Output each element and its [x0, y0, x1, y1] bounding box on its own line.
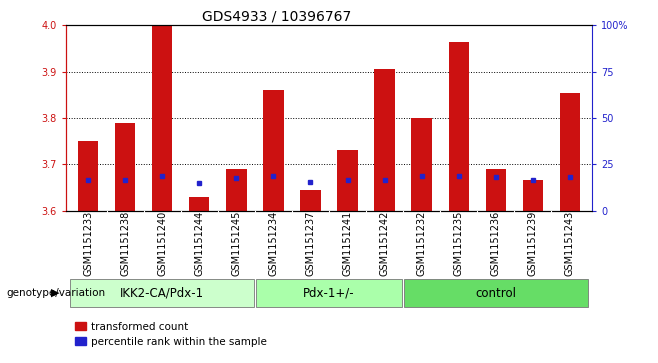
Bar: [486, 169, 506, 211]
Bar: [115, 123, 136, 211]
Bar: [152, 25, 172, 211]
Text: GSM1151237: GSM1151237: [305, 211, 315, 276]
Text: GSM1151235: GSM1151235: [454, 211, 464, 276]
Bar: [449, 42, 469, 211]
Text: ▶: ▶: [51, 288, 59, 298]
Bar: [300, 190, 320, 211]
Bar: [560, 93, 580, 211]
Bar: [374, 69, 395, 211]
Text: GSM1151244: GSM1151244: [194, 211, 204, 276]
Bar: [522, 180, 543, 211]
Bar: [411, 118, 432, 211]
Bar: [78, 141, 98, 211]
Text: GSM1151232: GSM1151232: [417, 211, 426, 276]
Text: GSM1151241: GSM1151241: [343, 211, 353, 276]
Bar: [338, 150, 358, 211]
Text: GSM1151245: GSM1151245: [232, 211, 241, 276]
Text: GDS4933 / 10396767: GDS4933 / 10396767: [202, 9, 351, 23]
FancyBboxPatch shape: [70, 279, 254, 307]
Text: genotype/variation: genotype/variation: [7, 288, 106, 298]
Bar: [226, 169, 247, 211]
Text: GSM1151240: GSM1151240: [157, 211, 167, 276]
Text: IKK2-CA/Pdx-1: IKK2-CA/Pdx-1: [120, 287, 204, 299]
Text: GSM1151234: GSM1151234: [268, 211, 278, 276]
Text: GSM1151242: GSM1151242: [380, 211, 390, 276]
Text: GSM1151239: GSM1151239: [528, 211, 538, 276]
FancyBboxPatch shape: [404, 279, 588, 307]
FancyBboxPatch shape: [255, 279, 403, 307]
Text: GSM1151243: GSM1151243: [565, 211, 575, 276]
Text: Pdx-1+/-: Pdx-1+/-: [303, 287, 355, 299]
Bar: [263, 90, 284, 211]
Bar: [189, 197, 209, 211]
Text: GSM1151236: GSM1151236: [491, 211, 501, 276]
Text: GSM1151238: GSM1151238: [120, 211, 130, 276]
Legend: transformed count, percentile rank within the sample: transformed count, percentile rank withi…: [71, 317, 271, 351]
Text: control: control: [475, 287, 517, 299]
Text: GSM1151233: GSM1151233: [83, 211, 93, 276]
